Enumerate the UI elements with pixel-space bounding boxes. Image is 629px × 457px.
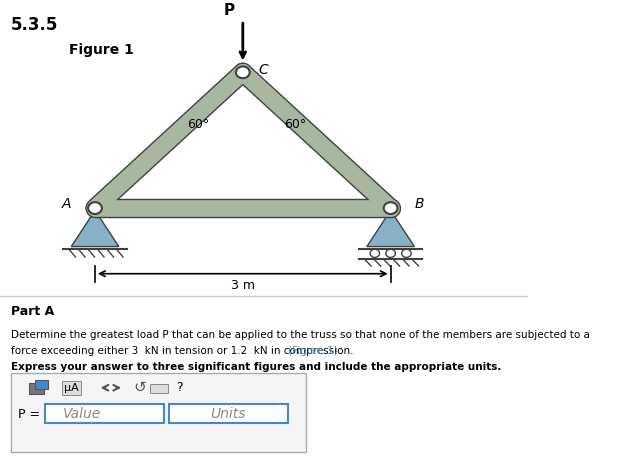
- Circle shape: [88, 202, 102, 214]
- Text: 5.3.5: 5.3.5: [11, 16, 58, 34]
- Polygon shape: [367, 210, 415, 247]
- Circle shape: [236, 66, 250, 78]
- FancyBboxPatch shape: [169, 404, 287, 423]
- Text: Determine the greatest load P that can be applied to the truss so that none of t: Determine the greatest load P that can b…: [11, 330, 589, 340]
- FancyBboxPatch shape: [28, 383, 44, 394]
- Text: Part A: Part A: [11, 305, 54, 319]
- Text: P: P: [224, 3, 235, 18]
- Text: 60°: 60°: [284, 118, 307, 131]
- Circle shape: [402, 249, 411, 257]
- FancyBboxPatch shape: [45, 404, 164, 423]
- Circle shape: [386, 249, 396, 257]
- Circle shape: [384, 202, 398, 214]
- Text: Figure 1: Figure 1: [69, 43, 133, 57]
- Text: Value: Value: [63, 407, 101, 421]
- Text: Express your answer to three significant figures and include the appropriate uni: Express your answer to three significant…: [11, 362, 501, 372]
- Text: 60°: 60°: [187, 118, 209, 131]
- FancyBboxPatch shape: [11, 373, 306, 452]
- Text: B: B: [415, 197, 424, 211]
- Text: ?: ?: [176, 381, 183, 394]
- Text: Units: Units: [210, 407, 246, 421]
- Text: ↺: ↺: [133, 380, 147, 395]
- FancyBboxPatch shape: [150, 384, 168, 393]
- Text: P =: P =: [18, 408, 41, 420]
- Text: A: A: [62, 197, 71, 211]
- Text: C: C: [259, 63, 269, 77]
- Text: 3 m: 3 m: [231, 279, 255, 292]
- Text: (Figure 1): (Figure 1): [287, 346, 337, 356]
- Polygon shape: [71, 210, 119, 247]
- Circle shape: [370, 249, 379, 257]
- FancyBboxPatch shape: [35, 380, 48, 388]
- Text: μA: μA: [64, 383, 79, 393]
- Text: force exceeding either 3  kN in tension or 1.2  kN in compression.: force exceeding either 3 kN in tension o…: [11, 346, 356, 356]
